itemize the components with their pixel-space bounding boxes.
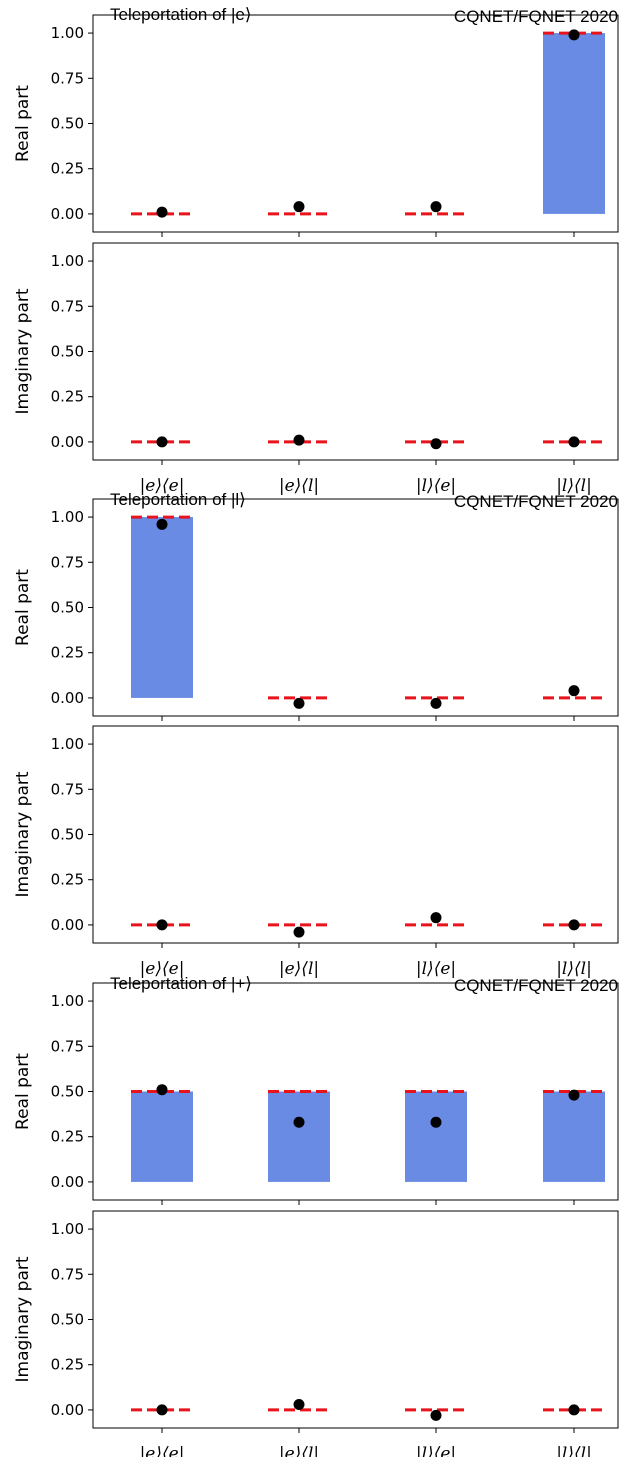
- y-tick-label: 1.00: [51, 252, 84, 270]
- y-tick-label: 1.00: [51, 735, 84, 753]
- measured-point-imaginary-1: [156, 436, 168, 448]
- y-tick-label: 0.25: [51, 160, 84, 178]
- x-tick-label: |l⟩⟨e|: [416, 476, 456, 496]
- measured-point-real-1: [156, 1084, 168, 1096]
- bar-real-1: [131, 517, 193, 698]
- chart-group-1: Teleportation of |e⟩ CQNET/FQNET 20200.00…: [13, 5, 619, 496]
- y-axis-label: Imaginary part: [13, 1256, 33, 1382]
- x-tick-labels: |e⟩⟨e| |e⟩⟨l| |l⟩⟨e| |l⟩⟨l|: [140, 1444, 592, 1457]
- x-tick-label: |l⟩⟨l|: [556, 476, 592, 496]
- bar-real-1: [131, 1091, 193, 1182]
- measured-point-real-4: [568, 29, 580, 41]
- measured-point-imaginary-2: [293, 926, 305, 938]
- y-tick-label: 0.50: [51, 115, 84, 133]
- y-tick-label: 0.75: [51, 297, 84, 315]
- chart-group-3: Teleportation of |+⟩ CQNET/FQNET 20200.00…: [13, 974, 619, 1457]
- y-tick-label: 0.00: [51, 1401, 84, 1419]
- axes-frame: [92, 725, 619, 944]
- y-tick-label: 0.25: [51, 644, 84, 662]
- axes-frame: [92, 14, 619, 233]
- measured-point-imaginary-3: [430, 438, 442, 450]
- x-tick-label: |e⟩⟨e|: [140, 1444, 185, 1457]
- y-tick-label: 0.75: [51, 69, 84, 87]
- y-tick-label: 1.00: [51, 992, 84, 1010]
- x-tick-labels: |e⟩⟨e| |e⟩⟨l| |l⟩⟨e| |l⟩⟨l|: [140, 476, 592, 496]
- measured-point-imaginary-3: [430, 912, 442, 924]
- y-axis-label: Real part: [13, 85, 33, 162]
- measured-point-imaginary-1: [156, 919, 168, 931]
- measured-point-real-1: [156, 206, 168, 218]
- y-axis-label: Real part: [13, 569, 33, 646]
- x-tick-label: |e⟩⟨l|: [279, 959, 319, 979]
- y-tick-label: 1.00: [51, 24, 84, 42]
- y-tick-label: 0.50: [51, 1083, 84, 1101]
- measured-point-imaginary-3: [430, 1409, 442, 1421]
- measured-point-real-3: [430, 1116, 442, 1128]
- panel-real: 0.00 0.25 0.50 0.75 1.00 Real part: [13, 982, 619, 1205]
- y-tick-label: 0.75: [51, 1265, 84, 1283]
- x-tick-label: |e⟩⟨l|: [279, 476, 319, 496]
- y-tick-label: 0.50: [51, 1311, 84, 1329]
- x-tick-labels: |e⟩⟨e| |e⟩⟨l| |l⟩⟨e| |l⟩⟨l|: [140, 959, 592, 979]
- measured-point-real-3: [430, 201, 442, 213]
- chart-subtitle: CQNET/FQNET 2020: [454, 976, 618, 995]
- y-tick-label: 0.00: [51, 433, 84, 451]
- measured-point-imaginary-4: [568, 1404, 580, 1416]
- y-tick-label: 0.25: [51, 1356, 84, 1374]
- panel-real: 0.00 0.25 0.50 0.75 1.00 Real part: [13, 498, 619, 721]
- bar-real-2: [268, 1091, 330, 1182]
- measured-point-real-4: [568, 685, 580, 697]
- measured-point-real-2: [293, 1116, 305, 1128]
- measured-point-imaginary-4: [568, 436, 580, 448]
- chart-group-2: Teleportation of |l⟩ CQNET/FQNET 20200.00…: [13, 490, 619, 979]
- y-tick-label: 0.00: [51, 689, 84, 707]
- x-tick-label: |e⟩⟨e|: [140, 476, 185, 496]
- measured-point-real-1: [156, 518, 168, 530]
- x-tick-label: |e⟩⟨l|: [279, 1444, 319, 1457]
- y-tick-label: 0.50: [51, 599, 84, 617]
- measured-point-imaginary-1: [156, 1404, 168, 1416]
- bar-real-4: [543, 33, 605, 214]
- measured-point-imaginary-4: [568, 919, 580, 931]
- measured-point-real-3: [430, 697, 442, 709]
- x-tick-label: |l⟩⟨e|: [416, 1444, 456, 1457]
- measured-point-imaginary-2: [293, 434, 305, 446]
- measured-point-real-4: [568, 1089, 580, 1101]
- y-axis-label: Imaginary part: [13, 771, 33, 897]
- bar-real-4: [543, 1091, 605, 1182]
- x-tick-label: |l⟩⟨l|: [556, 959, 592, 979]
- panel-imaginary: 0.00 0.25 0.50 0.75 1.00 Imaginary part: [13, 242, 619, 465]
- y-tick-label: 0.50: [51, 826, 84, 844]
- panel-imaginary: 0.00 0.25 0.50 0.75 1.00 Imaginary part: [13, 725, 619, 948]
- chart-subtitle: CQNET/FQNET 2020: [454, 492, 618, 511]
- y-tick-label: 1.00: [51, 508, 84, 526]
- measured-point-real-2: [293, 697, 305, 709]
- y-tick-label: 0.00: [51, 916, 84, 934]
- y-axis-label: Real part: [13, 1053, 33, 1130]
- axes-frame: [92, 1210, 619, 1429]
- y-tick-label: 0.75: [51, 1037, 84, 1055]
- panel-real: 0.00 0.25 0.50 0.75 1.00 Real part: [13, 14, 619, 237]
- panel-imaginary: 0.00 0.25 0.50 0.75 1.00 Imaginary part: [13, 1210, 619, 1433]
- axes-frame: [92, 242, 619, 461]
- x-tick-label: |l⟩⟨e|: [416, 959, 456, 979]
- x-tick-label: |e⟩⟨e|: [140, 959, 185, 979]
- chart-subtitle: CQNET/FQNET 2020: [454, 7, 618, 26]
- y-tick-label: 0.25: [51, 871, 84, 889]
- y-tick-label: 1.00: [51, 1220, 84, 1238]
- y-tick-label: 0.75: [51, 780, 84, 798]
- x-tick-label: |l⟩⟨l|: [556, 1444, 592, 1457]
- bar-real-3: [405, 1091, 467, 1182]
- y-tick-label: 0.00: [51, 1173, 84, 1191]
- y-tick-label: 0.75: [51, 553, 84, 571]
- y-tick-label: 0.50: [51, 343, 84, 361]
- y-axis-label: Imaginary part: [13, 288, 33, 414]
- measured-point-imaginary-2: [293, 1398, 305, 1410]
- y-tick-label: 0.25: [51, 388, 84, 406]
- y-tick-label: 0.00: [51, 205, 84, 223]
- y-tick-label: 0.25: [51, 1128, 84, 1146]
- measured-point-real-2: [293, 201, 305, 213]
